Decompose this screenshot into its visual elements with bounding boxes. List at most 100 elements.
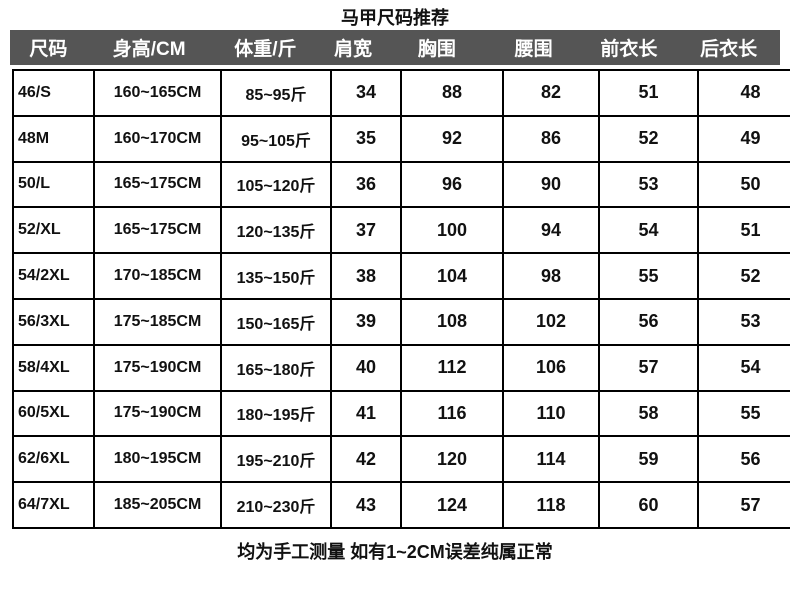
- table-cell: 37: [330, 206, 402, 255]
- table-row: 52/XL 165~175CM 120~135斤 37 100 94 54 51: [12, 206, 790, 255]
- table-cell: 39: [330, 297, 402, 346]
- table-cell: 120: [400, 435, 504, 484]
- table-cell: 60/5XL: [12, 389, 95, 438]
- table-cell: 56: [598, 297, 699, 346]
- table-cell: 180~195斤: [220, 389, 332, 438]
- table-cell: 54: [697, 343, 790, 392]
- table-cell: 43: [330, 481, 402, 529]
- table-row: 46/S 160~165CM 85~95斤 34 88 82 51 48: [12, 69, 790, 117]
- table-row: 60/5XL 175~190CM 180~195斤 41 116 110 58 55: [12, 389, 790, 438]
- table-cell: 50: [697, 160, 790, 209]
- table-cell: 165~175CM: [93, 160, 222, 209]
- table-cell: 59: [598, 435, 699, 484]
- table-cell: 175~190CM: [93, 343, 222, 392]
- table-cell: 86: [502, 114, 600, 163]
- table-cell: 112: [400, 343, 504, 392]
- footer-note: 均为手工测量 如有1~2CM误差纯属正常: [237, 542, 553, 562]
- table-cell: 55: [598, 252, 699, 300]
- column-header: 胸围: [417, 39, 456, 60]
- table-cell: 116: [400, 389, 504, 438]
- table-cell: 88: [400, 69, 504, 117]
- table-cell: 118: [502, 481, 600, 529]
- table-cell: 160~165CM: [93, 69, 222, 117]
- table-cell: 64/7XL: [12, 481, 95, 529]
- table-cell: 46/S: [12, 69, 95, 117]
- table-cell: 51: [697, 206, 790, 255]
- table-row: 56/3XL 175~185CM 150~165斤 39 108 102 56 53: [12, 297, 790, 346]
- table-cell: 34: [330, 69, 402, 117]
- table-cell: 114: [502, 435, 600, 484]
- column-header: 体重/斤: [234, 39, 297, 60]
- table-cell: 100: [400, 206, 504, 255]
- table-cell: 49: [697, 114, 790, 163]
- table-row: 54/2XL 170~185CM 135~150斤 38 104 98 55 52: [12, 252, 790, 300]
- table-cell: 160~170CM: [93, 114, 222, 163]
- table-row: 64/7XL 185~205CM 210~230斤 43 124 118 60 57: [12, 481, 790, 529]
- table-cell: 165~180斤: [220, 343, 332, 392]
- column-header: 后衣长: [700, 39, 758, 60]
- table-row: 50/L 165~175CM 105~120斤 36 96 90 53 50: [12, 160, 790, 209]
- table-cell: 94: [502, 206, 600, 255]
- table-cell: 48M: [12, 114, 95, 163]
- table-cell: 52: [697, 252, 790, 300]
- column-header: 尺码: [29, 39, 68, 60]
- table-cell: 35: [330, 114, 402, 163]
- table-cell: 53: [697, 297, 790, 346]
- table-cell: 41: [330, 389, 402, 438]
- table-cell: 150~165斤: [220, 297, 332, 346]
- table-cell: 38: [330, 252, 402, 300]
- table-cell: 105~120斤: [220, 160, 332, 209]
- table-cell: 106: [502, 343, 600, 392]
- table-cell: 56: [697, 435, 790, 484]
- table-cell: 108: [400, 297, 504, 346]
- header-row: 尺码 身高/CM 体重/斤 肩宽 胸围 腰围 前衣长 后衣长: [10, 30, 780, 65]
- table-cell: 92: [400, 114, 504, 163]
- table-cell: 102: [502, 297, 600, 346]
- table-cell: 96: [400, 160, 504, 209]
- table-cell: 36: [330, 160, 402, 209]
- table-cell: 54: [598, 206, 699, 255]
- column-header: 肩宽: [334, 39, 373, 60]
- table-cell: 51: [598, 69, 699, 117]
- column-header: 腰围: [514, 39, 553, 60]
- table-cell: 40: [330, 343, 402, 392]
- table-cell: 50/L: [12, 160, 95, 209]
- table-cell: 120~135斤: [220, 206, 332, 255]
- table-cell: 135~150斤: [220, 252, 332, 300]
- table-cell: 170~185CM: [93, 252, 222, 300]
- table-cell: 175~190CM: [93, 389, 222, 438]
- table-cell: 42: [330, 435, 402, 484]
- table-cell: 175~185CM: [93, 297, 222, 346]
- table-cell: 60: [598, 481, 699, 529]
- table-cell: 57: [697, 481, 790, 529]
- table-cell: 90: [502, 160, 600, 209]
- table-row: 58/4XL 175~190CM 165~180斤 40 112 106 57 54: [12, 343, 790, 392]
- table-cell: 185~205CM: [93, 481, 222, 529]
- table-cell: 180~195CM: [93, 435, 222, 484]
- table-cell: 52: [598, 114, 699, 163]
- table-cell: 58/4XL: [12, 343, 95, 392]
- table-cell: 55: [697, 389, 790, 438]
- table-cell: 210~230斤: [220, 481, 332, 529]
- table-cell: 53: [598, 160, 699, 209]
- table-cell: 124: [400, 481, 504, 529]
- column-header: 前衣长: [600, 39, 658, 60]
- table-cell: 82: [502, 69, 600, 117]
- table-cell: 58: [598, 389, 699, 438]
- table-cell: 110: [502, 389, 600, 438]
- size-table: 46/S 160~165CM 85~95斤 34 88 82 51 48 48M 160~170C…: [12, 69, 790, 529]
- table-cell: 195~210斤: [220, 435, 332, 484]
- table-cell: 104: [400, 252, 504, 300]
- column-header: 身高/CM: [112, 39, 186, 60]
- table-cell: 62/6XL: [12, 435, 95, 484]
- chart-title: 马甲尺码推荐: [341, 8, 449, 28]
- table-cell: 56/3XL: [12, 297, 95, 346]
- table-cell: 85~95斤: [220, 69, 332, 117]
- table-cell: 54/2XL: [12, 252, 95, 300]
- table-cell: 165~175CM: [93, 206, 222, 255]
- table-cell: 95~105斤: [220, 114, 332, 163]
- table-cell: 48: [697, 69, 790, 117]
- table-cell: 52/XL: [12, 206, 95, 255]
- table-cell: 57: [598, 343, 699, 392]
- table-row: 48M 160~170CM 95~105斤 35 92 86 52 49: [12, 114, 790, 163]
